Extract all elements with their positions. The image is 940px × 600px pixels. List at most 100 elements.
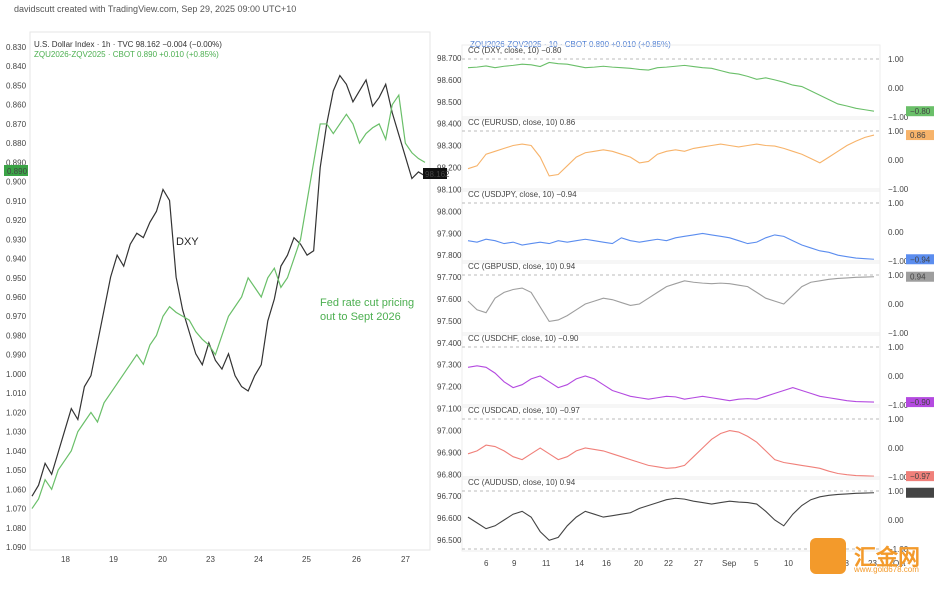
logo-icon: [810, 538, 846, 574]
y-right-tick-label: 96.900: [437, 448, 462, 457]
corr-value-label: −0.80: [910, 107, 931, 116]
corr-panel-label: CC (USDCAD, close, 10) −0.97: [468, 406, 580, 415]
corr-y-tick-label: 0.00: [888, 444, 904, 453]
y-left-tick-label: 1.000: [6, 370, 27, 379]
y-right-tick-label: 98.700: [437, 54, 462, 63]
y-right-tick-label: 97.300: [437, 361, 462, 370]
y-left-tick-label: 1.020: [6, 408, 27, 417]
corr-panel-label: CC (USDJPY, close, 10) −0.94: [468, 190, 577, 199]
corr-panel-frame: [461, 404, 881, 480]
corr-value-label: −0.90: [910, 398, 931, 407]
y-left-tick-label: 1.010: [6, 389, 27, 398]
fed-annotation-line2: out to Sept 2026: [320, 311, 401, 323]
corr-x-tick-label: 14: [575, 559, 584, 568]
y-right-tick-label: 97.900: [437, 229, 462, 238]
corr-x-tick-label: 11: [542, 559, 551, 568]
corr-series-line: [467, 61, 875, 112]
y-left-tick-label: 0.950: [6, 274, 27, 283]
corr-value-label: −0.94: [910, 255, 931, 264]
zq-legend: ZQU2026-ZQV2025 · CBOT 0.890 +0.010 (+0.…: [34, 50, 219, 59]
corr-y-tick-label: 1.00: [888, 199, 904, 208]
corr-y-tick-label: 1.00: [888, 343, 904, 352]
corr-y-tick-label: 1.00: [888, 127, 904, 136]
corr-y-tick-label: −1.00: [888, 185, 909, 194]
x-tick-label: 19: [109, 555, 118, 564]
y-right-tick-label: 98.300: [437, 142, 462, 151]
corr-x-tick-label: 20: [634, 559, 643, 568]
corr-value-badge: [906, 487, 934, 498]
corr-y-tick-label: 1.00: [888, 271, 904, 280]
corr-y-tick-label: 0.00: [888, 372, 904, 381]
y-left-tick-label: 1.040: [6, 447, 27, 456]
y-right-tick-label: 98.400: [437, 120, 462, 129]
corr-panel-frame: [461, 476, 881, 552]
chart-credit: davidscutt created with TradingView.com,…: [14, 4, 297, 14]
corr-y-tick-label: −1.00: [888, 545, 909, 554]
y-left-tick-label: 0.840: [6, 62, 27, 71]
corr-y-tick-label: −1.00: [888, 473, 909, 482]
corr-value-label: 0.94: [910, 489, 926, 498]
y-left-tick-label: 1.050: [6, 466, 27, 475]
corr-series-line: [467, 134, 875, 177]
y-right-tick-label: 97.000: [437, 426, 462, 435]
y-right-tick-label: 97.800: [437, 251, 462, 260]
y-left-tick-label: 0.970: [6, 312, 27, 321]
y-left-tick-label: 0.860: [6, 101, 27, 110]
corr-series-line: [467, 365, 875, 403]
corr-series-line: [467, 492, 875, 541]
y-right-tick-label: 96.500: [437, 536, 462, 545]
x-tick-label: 18: [61, 555, 70, 564]
corr-panel-label: CC (GBPUSD, close, 10) 0.94: [468, 262, 576, 271]
corr-panel-label: CC (EURUSD, close, 10) 0.86: [468, 118, 576, 127]
x-tick-label: 27: [401, 555, 410, 564]
corr-x-tick-label: Oct: [893, 559, 906, 568]
corr-y-tick-label: −1.00: [888, 257, 909, 266]
last-value-left-badge: [4, 165, 28, 176]
y-left-tick-label: 1.060: [6, 485, 27, 494]
last-value-right-badge: [423, 168, 447, 179]
corr-x-tick-label: 6: [484, 559, 489, 568]
corr-y-tick-label: 1.00: [888, 55, 904, 64]
corr-x-tick-label: 10: [784, 559, 793, 568]
corr-x-tick-label: 16: [602, 559, 611, 568]
x-tick-label: 25: [302, 555, 311, 564]
y-right-tick-label: 96.600: [437, 514, 462, 523]
y-right-tick-label: 96.800: [437, 470, 462, 479]
corr-y-tick-label: 1.00: [888, 487, 904, 496]
y-right-tick-label: 97.100: [437, 405, 462, 414]
y-left-tick-label: 0.890: [6, 158, 27, 167]
corr-panel-label: CC (DXY, close, 10) −0.80: [468, 46, 562, 55]
x-tick-label: 24: [254, 555, 263, 564]
corr-y-tick-label: 1.00: [888, 415, 904, 424]
corr-panel-frame: [461, 116, 881, 192]
corr-value-badge: [906, 106, 934, 117]
corr-x-tick-label: 5: [754, 559, 759, 568]
y-right-tick-label: 97.400: [437, 339, 462, 348]
last-value-left-label: 0.890: [7, 167, 28, 176]
corr-y-tick-label: −1.00: [888, 401, 909, 410]
zq-series-line: [31, 93, 426, 509]
y-right-tick-label: 98.000: [437, 207, 462, 216]
corr-value-badge: [906, 471, 934, 482]
logo-text: 汇金网: [854, 545, 921, 570]
y-left-tick-label: 1.030: [6, 428, 27, 437]
y-left-tick-label: 0.960: [6, 293, 27, 302]
y-right-tick-label: 98.600: [437, 76, 462, 85]
y-left-tick-label: 0.990: [6, 351, 27, 360]
corr-panel-frame: [461, 188, 881, 264]
y-left-tick-label: 0.910: [6, 197, 27, 206]
y-right-tick-label: 97.700: [437, 273, 462, 282]
corr-y-tick-label: 0.00: [888, 156, 904, 165]
corr-x-tick-label: Sep: [722, 559, 737, 568]
corr-x-tick-label: 27: [694, 559, 703, 568]
y-left-tick-label: 1.080: [6, 524, 27, 533]
y-right-tick-label: 96.700: [437, 492, 462, 501]
corr-y-tick-label: 0.00: [888, 228, 904, 237]
y-left-tick-label: 0.880: [6, 139, 27, 148]
site-logo: 汇金网 www.gold678.com: [810, 538, 922, 578]
y-left-tick-label: 0.850: [6, 81, 27, 90]
y-right-tick-label: 98.500: [437, 98, 462, 107]
corr-value-label: 0.86: [910, 131, 926, 140]
x-tick-label: 23: [206, 555, 215, 564]
